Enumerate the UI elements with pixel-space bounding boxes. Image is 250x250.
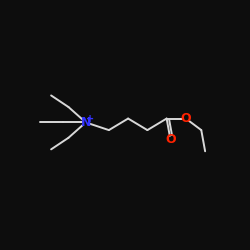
Text: O: O [180, 112, 191, 125]
Text: O: O [165, 133, 176, 146]
Text: N: N [80, 116, 91, 129]
Text: +: + [86, 114, 94, 124]
